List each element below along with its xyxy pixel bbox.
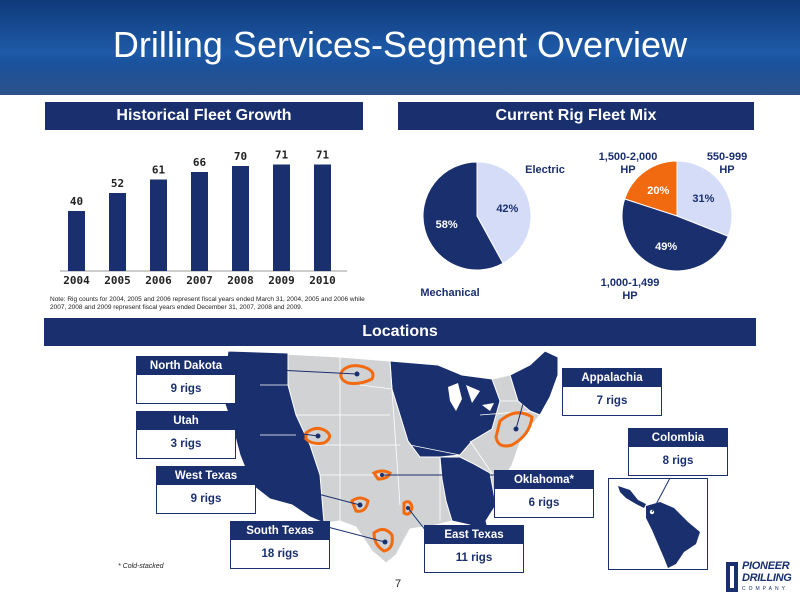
hp-550-label: 550-999 HP <box>706 151 748 176</box>
pie-slice <box>621 198 729 272</box>
utah-region <box>304 426 331 445</box>
logo-line-1: PIONEER <box>742 560 790 572</box>
electric-mechanical-pie: 42% 58% <box>422 161 532 271</box>
x-tick-label: 2005 <box>104 274 131 287</box>
appalachia-name: Appalachia <box>563 369 661 387</box>
bar <box>232 166 249 271</box>
bar-value-label: 66 <box>193 156 207 169</box>
pie-slice-label: 58% <box>436 219 458 231</box>
bar-value-label: 61 <box>152 164 166 177</box>
x-tick-label: 2008 <box>227 274 254 287</box>
oklahoma-region <box>371 469 392 481</box>
connector-lines <box>235 367 527 543</box>
x-tick-label: 2006 <box>145 274 172 287</box>
bar-value-label: 71 <box>275 149 289 162</box>
south-texas-region <box>372 528 394 553</box>
north-dakota-region <box>339 364 375 385</box>
west-texas-box: West Texas 9 rigs <box>156 466 256 514</box>
pioneer-logo <box>726 562 738 592</box>
logo-line-3: COMPANY <box>742 586 788 592</box>
appalachia-region <box>494 411 534 448</box>
northeast-states <box>509 350 559 416</box>
logo-mark <box>726 562 738 592</box>
x-tick-label: 2007 <box>186 274 213 287</box>
bar <box>314 164 331 271</box>
pie-slice-label: 20% <box>647 185 669 197</box>
west-texas-region <box>350 496 370 513</box>
utah-name: Utah <box>137 412 235 430</box>
fleet-note: Note: Rig counts for 2004, 2005 and 2006… <box>50 296 365 311</box>
oklahoma-rigs: 6 rigs <box>528 497 560 509</box>
great-lakes <box>448 383 494 411</box>
colombia-box: Colombia 8 rigs <box>628 428 728 476</box>
east-texas-box: East Texas 11 rigs <box>424 525 524 573</box>
east-texas-name: East Texas <box>425 526 523 544</box>
bar <box>68 211 85 271</box>
colombia-connector <box>651 478 671 513</box>
fleet-mix-banner: Current Rig Fleet Mix <box>398 102 754 130</box>
page-title: Drilling Services-Segment Overview <box>112 24 688 65</box>
appalachia-rigs: 7 rigs <box>596 395 628 407</box>
bar-value-label: 70 <box>234 150 247 163</box>
oklahoma-name: Oklahoma* <box>495 471 593 489</box>
x-tick-label: 2010 <box>309 274 336 287</box>
x-tick-label: 2009 <box>268 274 295 287</box>
page-number: 7 <box>395 578 402 590</box>
colombia-rigs: 8 rigs <box>662 455 694 467</box>
pie-slice-label: 42% <box>496 203 518 215</box>
locations-banner: Locations <box>44 318 756 346</box>
south-america-shape <box>646 502 700 568</box>
utah-rigs: 3 rigs <box>170 438 202 450</box>
south-america-map <box>608 478 708 570</box>
pie-slice-label: 49% <box>655 241 677 253</box>
logo-line-2: DRILLING <box>742 572 792 584</box>
pie-slice <box>624 160 678 217</box>
state-borders <box>260 353 531 521</box>
electric-label: Electric <box>525 164 565 176</box>
pie-slice <box>676 160 733 237</box>
south-texas-box: South Texas 18 rigs <box>230 521 330 569</box>
east-texas-region <box>402 500 414 516</box>
utah-box: Utah 3 rigs <box>136 411 236 459</box>
east-texas-rigs: 11 rigs <box>455 552 493 564</box>
bar-value-label: 52 <box>111 177 124 190</box>
cold-stacked-footnote: * Cold-stacked <box>118 563 164 570</box>
south-texas-name: South Texas <box>231 522 329 540</box>
oklahoma-box: Oklahoma* 6 rigs <box>494 470 594 518</box>
north-dakota-box: North Dakota 9 rigs <box>136 356 236 404</box>
pie-slice <box>476 161 532 265</box>
horsepower-pie: 20% 31% 49% <box>621 160 733 272</box>
colombia-name: Colombia <box>629 429 727 447</box>
rig-region-markers <box>304 364 534 553</box>
central-america-shape <box>618 486 646 508</box>
title-band <box>0 0 800 95</box>
bar-value-label: 40 <box>70 195 83 208</box>
fleet-growth-chart: 40 2004 52 2005 61 2006 66 2007 70 2008 71 2009 71 20… <box>60 149 347 287</box>
appalachia-box: Appalachia 7 rigs <box>562 368 662 416</box>
mechanical-label: Mechanical <box>420 287 480 299</box>
hp-1500-label: 1,500-2,000 HP <box>598 151 658 176</box>
bar <box>191 172 208 271</box>
midwest-states <box>389 360 501 458</box>
pie-slice <box>422 161 504 271</box>
title-wave <box>0 62 800 95</box>
south-texas-rigs: 18 rigs <box>261 548 299 560</box>
west-texas-rigs: 9 rigs <box>190 493 222 505</box>
pie-slice-label: 31% <box>692 193 714 205</box>
north-dakota-name: North Dakota <box>137 357 235 375</box>
fleet-growth-banner: Historical Fleet Growth <box>45 102 363 130</box>
bar <box>109 193 126 271</box>
hp-1000-label: 1,000-1,499 HP <box>600 277 660 302</box>
north-dakota-rigs: 9 rigs <box>170 383 202 395</box>
x-tick-label: 2004 <box>63 274 90 287</box>
us-map <box>221 350 559 564</box>
bar <box>150 179 167 271</box>
west-texas-name: West Texas <box>157 467 255 485</box>
bar <box>273 164 290 271</box>
bar-value-label: 71 <box>316 149 330 162</box>
